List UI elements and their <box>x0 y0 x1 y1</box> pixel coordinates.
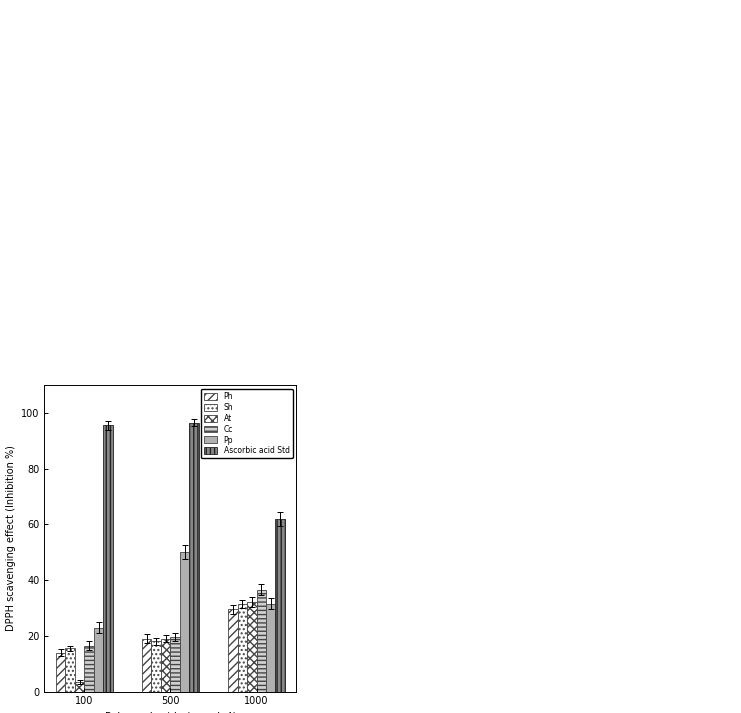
Bar <box>170 637 180 692</box>
Bar <box>238 604 247 692</box>
Bar <box>65 648 75 692</box>
Bar <box>228 610 238 692</box>
Bar <box>151 642 161 692</box>
Bar <box>190 423 199 692</box>
Bar <box>247 602 256 692</box>
Bar <box>180 553 190 692</box>
Bar <box>84 646 94 692</box>
Bar <box>142 639 151 692</box>
Bar <box>256 590 266 692</box>
Bar <box>75 682 84 692</box>
Bar <box>94 627 103 692</box>
X-axis label: Polysaccharide (μg.mL⁻¹): Polysaccharide (μg.mL⁻¹) <box>104 712 236 713</box>
Legend: Ph, Sh, At, Cc, Pp, Ascorbic acid Std: Ph, Sh, At, Cc, Pp, Ascorbic acid Std <box>201 389 293 458</box>
Bar <box>161 639 170 692</box>
Y-axis label: DPPH scavenging effect (Inhibition %): DPPH scavenging effect (Inhibition %) <box>6 446 16 631</box>
Bar <box>56 652 65 692</box>
Bar <box>103 426 113 692</box>
Bar <box>266 604 276 692</box>
Bar <box>276 519 285 692</box>
